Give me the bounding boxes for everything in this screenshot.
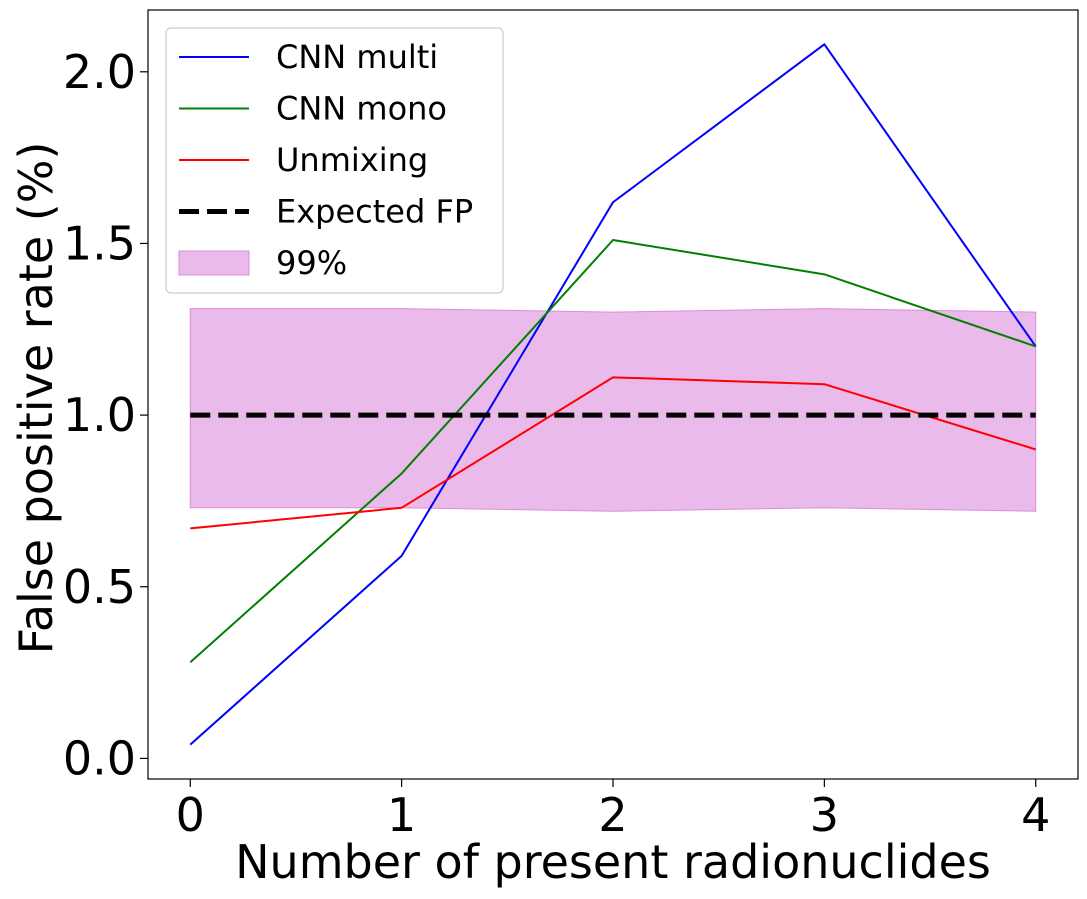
x-axis-title: Number of present radionuclides bbox=[235, 835, 991, 889]
y-tick-label: 1.5 bbox=[63, 216, 136, 270]
legend-frame bbox=[165, 27, 504, 294]
confidence-band-99 bbox=[189, 308, 1037, 512]
legend-label-unmixing: Unmixing bbox=[276, 141, 428, 179]
x-tick-label: 4 bbox=[1021, 788, 1050, 842]
legend-label-band: 99% bbox=[276, 244, 347, 282]
y-tick-label: 0.5 bbox=[63, 560, 136, 614]
series-line-cnn-multi bbox=[189, 43, 1037, 746]
y-tick-label: 2.0 bbox=[63, 45, 136, 99]
y-axis-title: False positive rate (%) bbox=[9, 142, 63, 655]
legend-label-cnn-mono: CNN mono bbox=[276, 90, 447, 128]
legend-label-cnn-multi: CNN multi bbox=[276, 38, 438, 76]
legend-label-expected-fp: Expected FP bbox=[276, 193, 473, 231]
legend: CNN multi CNN mono Unmixing Expected FP 99% bbox=[165, 27, 504, 294]
legend-swatch-band bbox=[178, 250, 250, 276]
y-tick-label: 1.0 bbox=[63, 388, 136, 442]
y-tick-label: 0.0 bbox=[63, 731, 136, 785]
x-tick-label: 2 bbox=[598, 788, 627, 842]
series-line-cnn-mono bbox=[189, 239, 1037, 664]
x-tick-label: 1 bbox=[387, 788, 416, 842]
x-tick-label: 3 bbox=[810, 788, 839, 842]
x-tick-label: 0 bbox=[176, 788, 205, 842]
series-line-unmixing bbox=[190, 376, 1037, 530]
